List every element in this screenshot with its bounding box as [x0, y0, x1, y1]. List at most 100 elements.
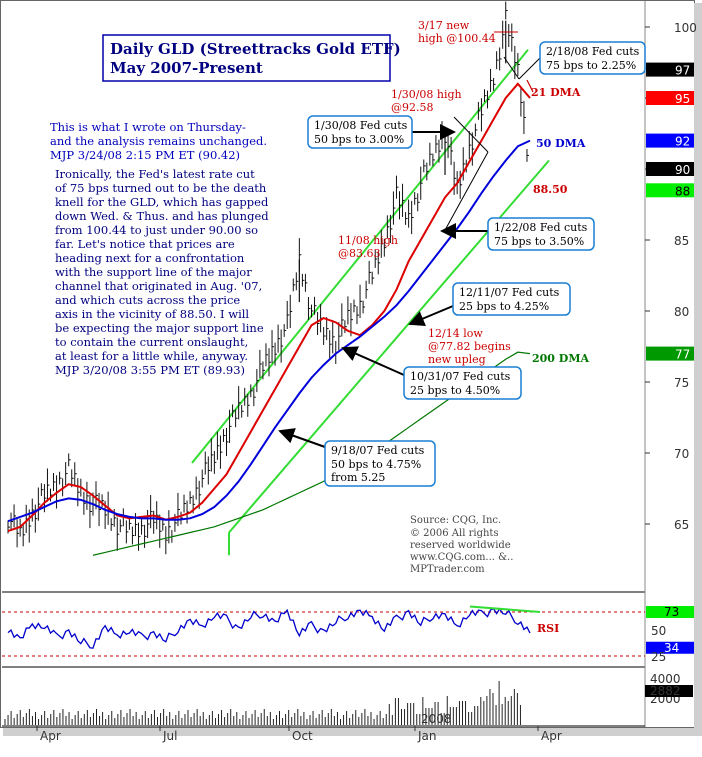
body-line-11: axis in the vicinity of 88.50. I will	[55, 307, 249, 321]
annotation-dec-low-l2: @77.82 begins	[428, 340, 511, 353]
annotation-dec-low-l3: new upleg	[428, 353, 486, 366]
body-line-1: Ironically, the Fed's latest rate cut	[55, 167, 255, 181]
x-label-jan: Jan	[417, 729, 437, 743]
commentary: This is what I wrote on Thursday- and th…	[50, 120, 269, 377]
x-label-apr-2: Apr	[541, 729, 562, 743]
price-badge-bg	[646, 62, 694, 77]
body-line-2: of 75 bps turned out to be the death	[55, 181, 267, 195]
fed-box-0218	[539, 41, 646, 75]
x-label-oct: Oct	[292, 729, 313, 743]
title-box	[102, 34, 391, 82]
price-badge: 88	[675, 184, 690, 198]
series-50-dma	[7, 139, 531, 523]
update-line-1: This is what I wrote on Thursday-	[50, 120, 246, 134]
dma-21-leader	[526, 79, 534, 93]
fed-box-0122-l2: 75 bps to 3.50%	[494, 235, 584, 248]
body-line-5: from 100.44 to just under 90.00 so	[55, 223, 258, 237]
price-tick-label: 70	[674, 447, 689, 461]
rsi-panel: 73 34	[2, 605, 694, 657]
fed-box-1211-l2: 25 bps to 4.25%	[459, 300, 549, 313]
rsi-divergence-line	[469, 605, 541, 613]
source-credit: Source: CQG, Inc. © 2006 All rights rese…	[410, 515, 513, 575]
update-line-2: and the analysis remains unchanged.	[50, 134, 267, 148]
body-line-15: MJP 3/20/08 3:55 PM ET (89.93)	[55, 363, 245, 377]
annotation-new-high-l2: high @100.44	[418, 32, 496, 45]
support-level: 88.50	[533, 183, 568, 196]
source-l5: MPTrader.com	[410, 564, 485, 575]
arrow-1031	[341, 346, 405, 376]
vol-badge: 2882	[650, 684, 681, 698]
arrow-1211	[408, 305, 454, 326]
triangle-edge	[453, 116, 489, 153]
source-l3: reserved worldwide	[410, 540, 511, 551]
body-line-13: to contain the current onslaught,	[55, 335, 248, 349]
source-l4: www.CQG.com... &..	[410, 552, 513, 563]
body-line-6: far. Let's notice that prices are	[55, 237, 235, 251]
box-0218-pointer	[518, 57, 541, 80]
annotation-jan-high-l1: 1/30/08 high	[391, 88, 462, 101]
price-badge: 92	[675, 135, 690, 149]
body-line-14: at least for a little while, anyway.	[55, 349, 248, 363]
price-badge-bg	[646, 346, 694, 361]
chart-subtitle: May 2007-Present	[110, 59, 263, 77]
price-badges: 97 95 92 90 88 77	[646, 62, 694, 362]
fed-box-1211-l1: 12/11/07 Fed cuts	[459, 286, 560, 299]
body-line-3: knell for the GLD, which has gapped	[55, 195, 269, 209]
fed-box-0218-l2: 75 bps to 2.25%	[546, 59, 636, 72]
price-badge: 97	[675, 64, 690, 78]
price-badge-bg	[646, 91, 694, 105]
price-tick-label: 75	[674, 376, 689, 390]
x-label-jul: Jul	[162, 729, 177, 743]
body-line-8: with the support line of the major	[55, 265, 252, 279]
price-badge: 95	[675, 92, 690, 106]
vol-tick-4000: 4000	[650, 672, 681, 686]
volume-panel	[4, 681, 521, 725]
fed-box-0918-l3: from 5.25	[331, 471, 385, 484]
price-tick-label: 80	[674, 305, 689, 319]
price-bars	[7, 1, 529, 555]
fed-box-0130-l1: 1/30/08 Fed cuts	[314, 119, 408, 132]
body-line-10: and which cuts across the price	[55, 293, 240, 307]
rsi-badge: 34	[664, 641, 679, 655]
price-tick-label: 100	[674, 21, 697, 35]
fed-box-0122-l1: 1/22/08 Fed cuts	[494, 221, 588, 234]
body-line-9: channel that originated in Aug. '07,	[55, 279, 262, 293]
x-label-year: 2008	[421, 712, 452, 726]
time-axis	[36, 726, 539, 731]
rsi-badge: 73	[664, 605, 679, 619]
rsi-label: RSI	[537, 622, 559, 635]
rsi-badge-bg	[646, 641, 694, 654]
fed-box-1031-l2: 25 bps to 4.50%	[410, 384, 500, 397]
annotation-nov-high-l2: @83.63	[338, 247, 381, 260]
body-line-7: heading next for a confrontation	[55, 251, 245, 265]
fed-box-0918-l1: 9/18/07 Fed cuts	[331, 444, 425, 457]
rsi-tick-50: 50	[651, 624, 666, 638]
fed-box-1211	[452, 282, 571, 316]
rsi-badge-bg	[646, 606, 694, 618]
fed-cut-boxes: 2/18/08 Fed cuts 75 bps to 2.25% 1/30/08…	[307, 41, 646, 487]
source-l1: Source: CQG, Inc.	[410, 515, 501, 526]
arrow-0918	[278, 428, 326, 448]
rsi-line	[7, 607, 531, 649]
box-0218-pointer	[503, 56, 520, 80]
fed-box-1031-l1: 10/31/07 Fed cuts	[410, 370, 511, 383]
body-line-4: down Wed. & Thus. and has plunged	[55, 209, 269, 223]
source-l2: © 2006 All rights	[410, 528, 499, 539]
fed-box-0130	[307, 115, 413, 149]
label-50-dma: 50 DMA	[536, 137, 586, 150]
rsi-tick-25: 25	[651, 650, 666, 664]
label-200-dma: 200 DMA	[532, 352, 590, 365]
body-line-12: be expecting the major support line	[55, 321, 264, 335]
high-low-annotations: 3/17 new high @100.44 1/30/08 high @92.5…	[338, 19, 511, 366]
price-badge: 77	[675, 348, 690, 362]
fed-box-0130-l2: 50 bps to 3.00%	[314, 133, 404, 146]
vol-badge-bg	[645, 685, 693, 697]
label-21-dma: 21 DMA	[531, 86, 581, 99]
annotation-dec-low-l1: 12/14 low	[428, 327, 483, 340]
price-tick-label: 65	[674, 518, 689, 532]
annotation-arrows	[278, 31, 541, 448]
price-badge: 90	[675, 163, 690, 177]
series-21-dma	[7, 82, 531, 533]
x-label-apr: Apr	[40, 729, 61, 743]
